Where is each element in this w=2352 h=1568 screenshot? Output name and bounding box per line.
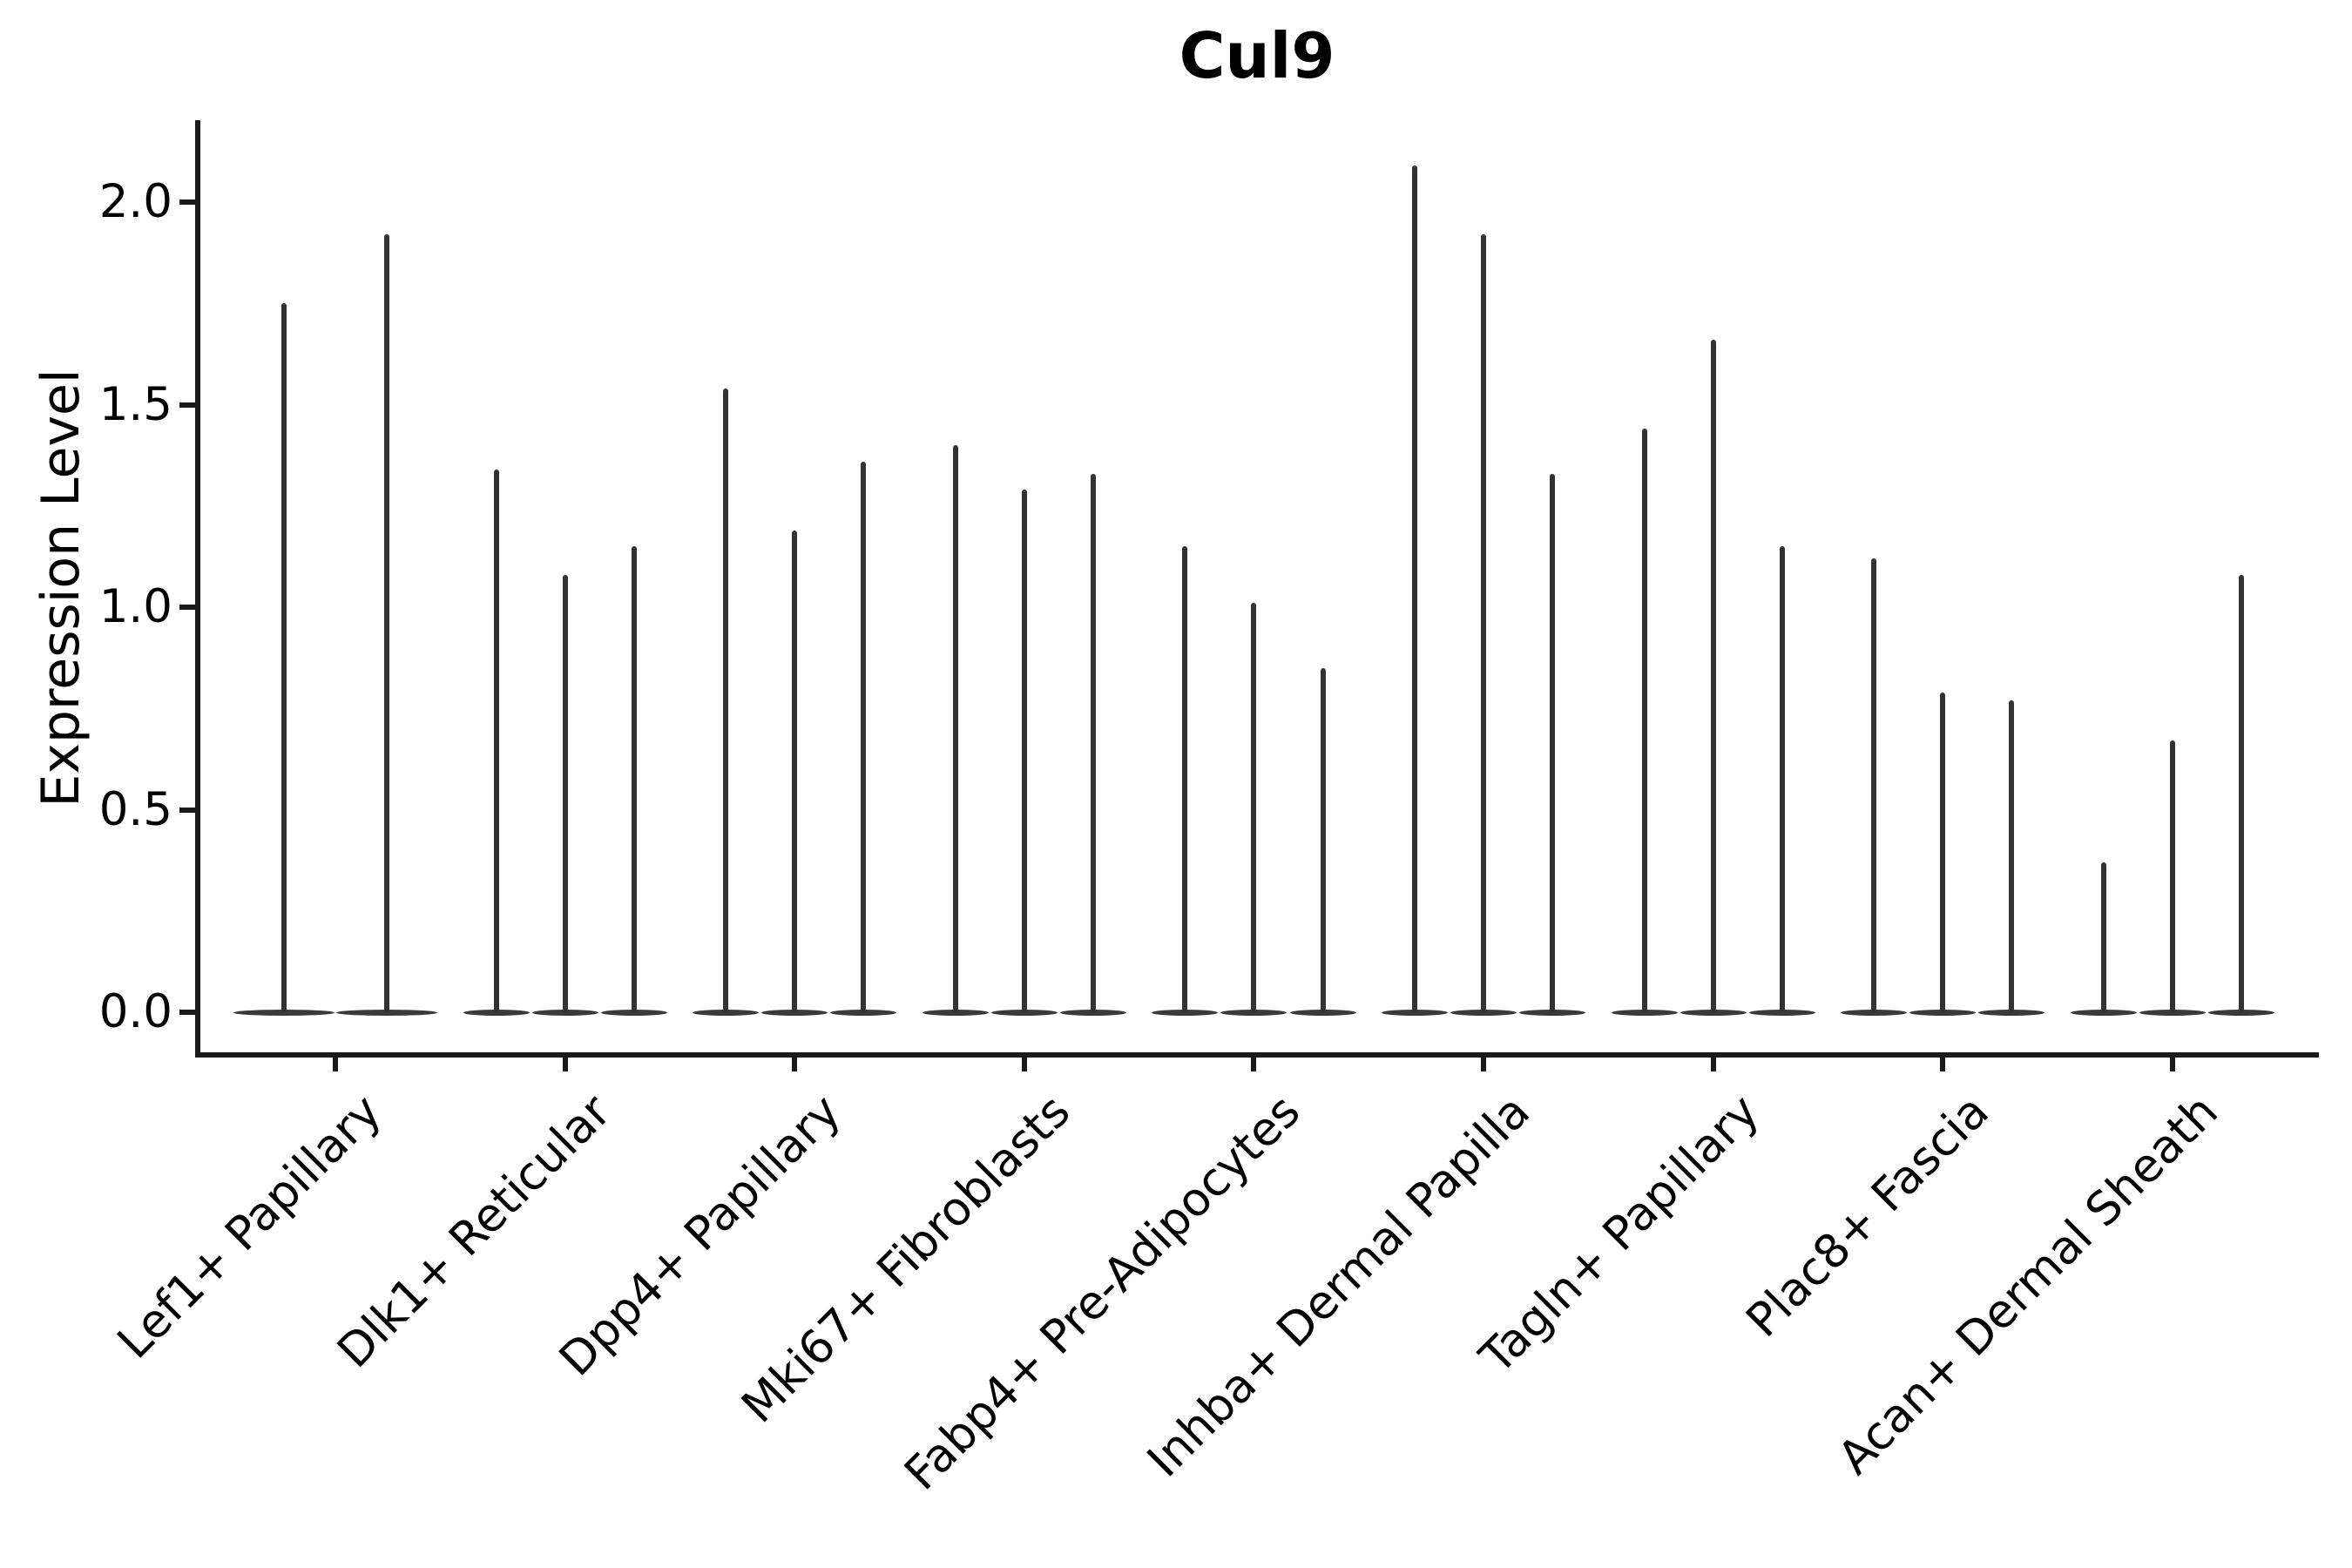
violin-base xyxy=(2070,1009,2137,1016)
violin-spike xyxy=(384,234,390,1012)
y-axis-spine xyxy=(195,120,200,1058)
x-tick-mark xyxy=(1021,1058,1027,1071)
violin-spike xyxy=(631,546,637,1012)
violin-spike xyxy=(1710,340,1716,1012)
y-tick-mark xyxy=(179,605,198,610)
x-tick-mark xyxy=(562,1058,568,1071)
violin-spike xyxy=(1251,603,1257,1012)
violin-spike xyxy=(1182,546,1188,1012)
violin-spike xyxy=(280,303,287,1012)
x-tick-mark xyxy=(1481,1058,1486,1071)
x-category-label: Fabp4+ Pre-Adipocytes xyxy=(894,1085,1310,1501)
x-category-label: Inhba+ Dermal Papilla xyxy=(1137,1085,1540,1488)
violin-spike xyxy=(1481,234,1486,1012)
x-tick-mark xyxy=(1710,1058,1716,1071)
violin-spike xyxy=(952,445,958,1012)
violin-base xyxy=(761,1009,828,1016)
violin-base xyxy=(1680,1009,1747,1016)
violin-base xyxy=(336,1009,438,1016)
violin-spike xyxy=(1779,546,1785,1012)
x-category-label: Acan+ Dermal Sheath xyxy=(1828,1085,2229,1485)
violin-spike xyxy=(1411,166,1417,1012)
y-tick-label: 2.0 xyxy=(98,175,172,228)
y-tick-mark xyxy=(179,199,198,205)
y-tick-mark xyxy=(179,402,198,408)
violin-base xyxy=(1220,1009,1288,1016)
violin-base xyxy=(1748,1009,1815,1016)
violin-base xyxy=(463,1009,530,1016)
x-tick-mark xyxy=(792,1058,798,1071)
violin-spike xyxy=(2169,740,2175,1012)
violin-base xyxy=(1519,1009,1586,1016)
violin-base xyxy=(1841,1009,1908,1016)
y-tick-label: 1.0 xyxy=(98,580,172,633)
violin-spike xyxy=(2238,574,2244,1012)
y-tick-label: 1.5 xyxy=(98,377,172,431)
violin-spike xyxy=(2100,862,2106,1012)
y-tick-mark xyxy=(179,1010,198,1015)
violin-spike xyxy=(723,388,729,1012)
violin-base xyxy=(233,1009,335,1016)
y-tick-label: 0.5 xyxy=(98,782,172,836)
violin-spike xyxy=(1871,558,1877,1012)
x-category-label: Plac8+ Fascia xyxy=(1736,1085,1999,1348)
violin-base xyxy=(693,1009,760,1016)
violin-base xyxy=(1381,1009,1448,1016)
x-tick-mark xyxy=(2169,1058,2175,1071)
x-axis-spine xyxy=(195,1052,2319,1058)
violin-base xyxy=(1611,1009,1678,1016)
violin-base xyxy=(1289,1009,1356,1016)
violin-base xyxy=(1909,1009,1977,1016)
violin-spike xyxy=(1641,429,1647,1012)
violin-base xyxy=(922,1009,989,1016)
x-tick-mark xyxy=(333,1058,338,1071)
violin-base xyxy=(1978,1009,2045,1016)
violin-spike xyxy=(1550,473,1556,1012)
y-tick-mark xyxy=(179,807,198,813)
violin-base xyxy=(1152,1009,1219,1016)
violin-spike xyxy=(493,469,499,1012)
violin-base xyxy=(2139,1009,2206,1016)
violin-base xyxy=(830,1009,897,1016)
violin-spike xyxy=(1940,692,1946,1012)
violin-spike xyxy=(2009,700,2015,1012)
violin-base xyxy=(1450,1009,1517,1016)
violin-base xyxy=(531,1009,598,1016)
violin-spike xyxy=(1090,473,1096,1012)
y-tick-label: 0.0 xyxy=(98,985,172,1038)
violin-base xyxy=(600,1009,667,1016)
violin-spike xyxy=(1320,667,1326,1012)
violin-base xyxy=(990,1009,1058,1016)
violin-spike xyxy=(562,574,568,1012)
violin-spike xyxy=(792,530,798,1012)
x-tick-mark xyxy=(1251,1058,1257,1071)
plot-title: Cul9 xyxy=(1179,19,1335,92)
violin-base xyxy=(1059,1009,1126,1016)
violin-spike xyxy=(1021,490,1027,1012)
violin-base xyxy=(2207,1009,2274,1016)
x-tick-mark xyxy=(1940,1058,1946,1071)
violin-spike xyxy=(861,461,867,1012)
